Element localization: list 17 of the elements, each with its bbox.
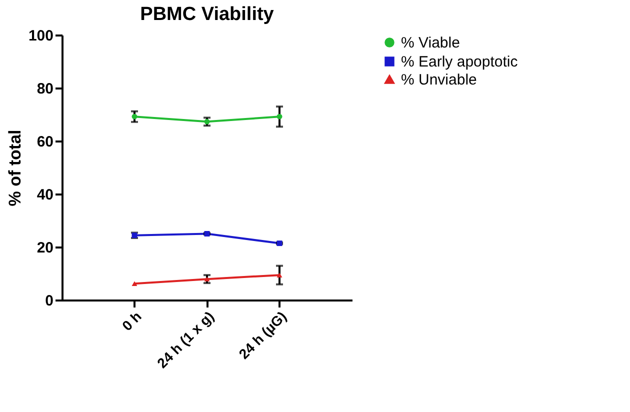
- y-tick-label: 40: [36, 186, 54, 204]
- point: [132, 281, 138, 286]
- x-tick-label: 0 h: [118, 308, 144, 334]
- point: [276, 272, 282, 278]
- chart-title: PBMC Viability: [140, 4, 274, 25]
- y-tick-label: 0: [45, 292, 54, 310]
- point: [132, 114, 138, 120]
- legend-label: % Unviable: [401, 72, 477, 88]
- y-tick-label: 80: [36, 80, 54, 98]
- point: [276, 114, 282, 120]
- y-tick-label: 100: [28, 28, 54, 44]
- y-tick-label: 60: [36, 134, 54, 150]
- legend-label: % Viable: [401, 34, 460, 52]
- y-tick-label: 20: [36, 240, 54, 256]
- x-tick-label: 24 h (1 x g): [154, 308, 217, 372]
- legend-label: % Early apoptotic: [401, 54, 518, 70]
- y-axis-title: % of total: [5, 130, 24, 206]
